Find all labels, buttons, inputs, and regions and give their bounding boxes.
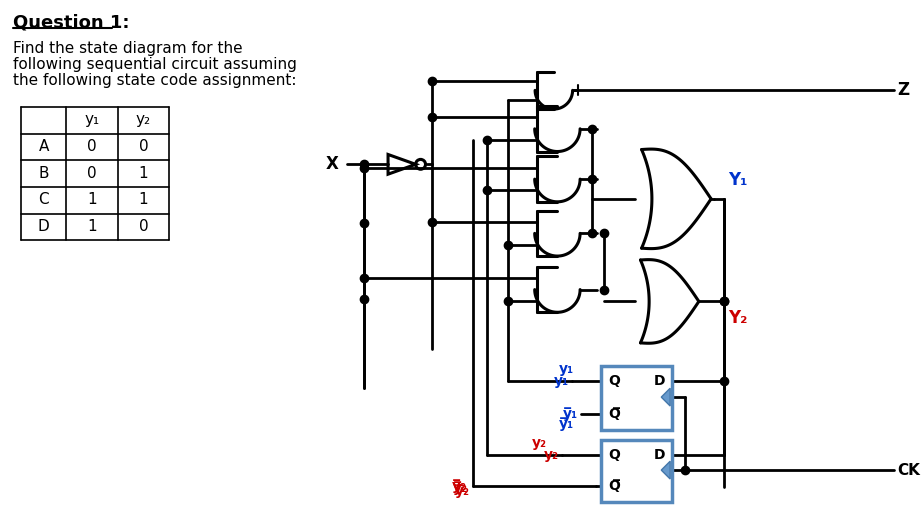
Text: y̅₂: y̅₂ bbox=[453, 481, 468, 495]
Text: 1: 1 bbox=[138, 192, 148, 207]
Text: D: D bbox=[38, 219, 50, 234]
Text: 0: 0 bbox=[88, 139, 97, 154]
Text: B: B bbox=[39, 166, 49, 181]
Text: D: D bbox=[654, 374, 665, 388]
Text: Q̅: Q̅ bbox=[608, 479, 620, 493]
Text: y̅₁: y̅₁ bbox=[559, 417, 573, 431]
Text: Y₂: Y₂ bbox=[727, 309, 747, 327]
Text: Q: Q bbox=[608, 374, 620, 388]
Text: y₂: y₂ bbox=[532, 437, 547, 450]
Text: y₂: y₂ bbox=[544, 448, 559, 462]
Text: X: X bbox=[325, 155, 338, 173]
Text: A: A bbox=[39, 139, 49, 154]
Text: 1: 1 bbox=[138, 166, 148, 181]
Text: Y₁: Y₁ bbox=[727, 171, 747, 189]
Bar bbox=[601, 366, 672, 430]
Text: y₂: y₂ bbox=[136, 113, 151, 128]
Text: CK: CK bbox=[897, 463, 920, 478]
Text: following sequential circuit assuming: following sequential circuit assuming bbox=[13, 57, 297, 72]
Text: 1: 1 bbox=[88, 192, 97, 207]
Polygon shape bbox=[661, 461, 670, 479]
Text: D: D bbox=[654, 448, 665, 462]
Text: 0: 0 bbox=[88, 166, 97, 181]
Text: Q̅: Q̅ bbox=[608, 407, 620, 421]
Text: the following state code assignment:: the following state code assignment: bbox=[13, 72, 297, 88]
Text: y̅₂: y̅₂ bbox=[452, 479, 467, 493]
Text: 1: 1 bbox=[88, 219, 97, 234]
Text: Q: Q bbox=[608, 448, 620, 462]
Text: 0: 0 bbox=[138, 219, 148, 234]
Text: Z: Z bbox=[897, 81, 909, 100]
Bar bbox=[601, 440, 672, 502]
Text: y₁: y₁ bbox=[559, 363, 573, 376]
Polygon shape bbox=[661, 388, 670, 406]
Text: C: C bbox=[39, 192, 49, 207]
Text: y₁: y₁ bbox=[85, 113, 100, 128]
Text: 0: 0 bbox=[138, 139, 148, 154]
Text: Question 1:: Question 1: bbox=[13, 14, 130, 31]
Text: y̅₁: y̅₁ bbox=[563, 407, 578, 421]
Text: y̅₂: y̅₂ bbox=[455, 484, 470, 498]
Text: Find the state diagram for the: Find the state diagram for the bbox=[13, 41, 242, 56]
Text: y₁: y₁ bbox=[553, 374, 569, 388]
